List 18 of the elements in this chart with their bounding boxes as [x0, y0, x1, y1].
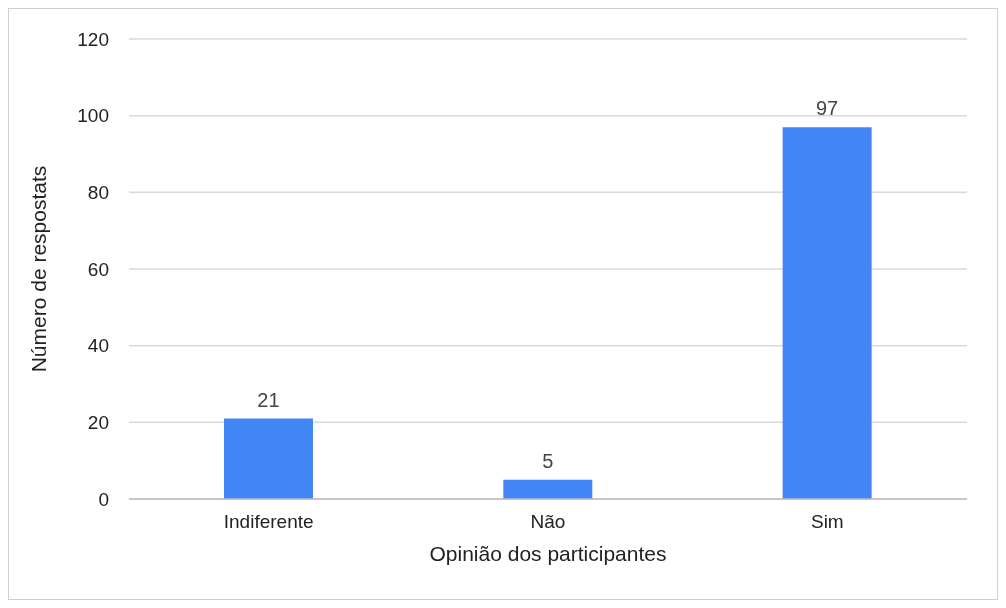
y-tick-label: 60 [87, 258, 109, 280]
y-tick-label: 120 [77, 28, 109, 50]
data-label: 97 [816, 97, 839, 120]
bar [503, 479, 593, 499]
bar [782, 127, 872, 499]
data-label: 5 [542, 449, 554, 472]
x-axis-title: Opinião dos participantes [429, 542, 667, 565]
y-tick-label: 0 [98, 488, 109, 510]
y-axis-title: Número de respostats [27, 165, 51, 373]
y-tick-label: 20 [87, 412, 109, 434]
x-tick-label: Indiferente [223, 511, 314, 533]
x-tick-label: Não [530, 511, 566, 533]
y-tick-label: 40 [87, 335, 109, 357]
x-tick-label: Sim [810, 511, 844, 533]
y-tick-label: 80 [87, 182, 109, 204]
bar [223, 418, 313, 499]
y-tick-label: 100 [77, 105, 109, 127]
data-label: 21 [257, 388, 280, 411]
